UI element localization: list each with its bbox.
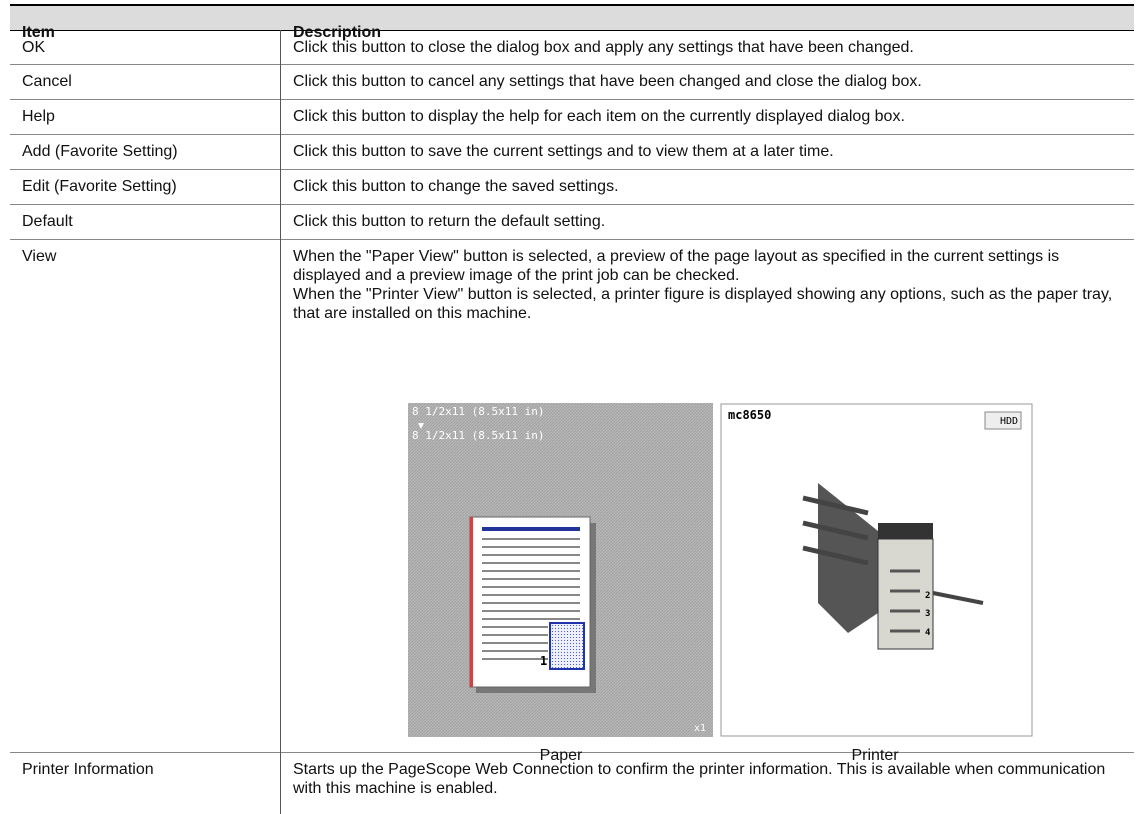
column-rule [280, 134, 281, 169]
item-cell: Edit (Favorite Setting) [22, 178, 177, 195]
column-rule [280, 99, 281, 134]
description-cell: Starts up the PageScope Web Connection t… [293, 761, 1106, 797]
item-cell: OK [22, 39, 46, 56]
paper-view: 8 1/2x11 (8.5x11 in) 8 1/2x11 (8.5x11 in… [408, 403, 713, 737]
caption-printer: Printer [851, 747, 899, 764]
row-rule [10, 204, 1134, 205]
row-rule [10, 752, 1134, 753]
header-item: Item [22, 24, 55, 41]
tray: 2 [925, 591, 930, 601]
row-rule [10, 134, 1134, 135]
item-cell: Printer Information [22, 761, 154, 778]
option-hdd: HDD [1000, 416, 1018, 427]
column-rule [280, 64, 281, 99]
header-bg [10, 5, 1134, 31]
description-cell: Click this button to display the help fo… [293, 108, 905, 125]
item-cell: Default [22, 213, 73, 230]
printer-view: mc8650 HDD 2 3 4 [720, 403, 1033, 737]
description-cell: Click this button to change the saved se… [293, 178, 619, 195]
description-cell: Click this button to save the current se… [293, 143, 834, 160]
column-rule [280, 30, 281, 64]
item-cell: Add (Favorite Setting) [22, 143, 178, 160]
header-rule [10, 30, 1134, 31]
printer-model: mc8650 [728, 408, 771, 422]
description-cell: Click this button to return the default … [293, 213, 606, 230]
row-rule [10, 64, 1134, 65]
original-size: 8 1/2x11 (8.5x11 in) [412, 405, 544, 418]
item-cell: Help [22, 108, 55, 125]
row-rule [10, 99, 1134, 100]
tray: 3 [925, 609, 930, 619]
column-rule [280, 204, 281, 239]
column-rule [280, 752, 281, 814]
row-rule [10, 169, 1134, 170]
item-cell: View [22, 248, 57, 265]
output-size: 8 1/2x11 (8.5x11 in) [412, 429, 544, 442]
caption-paper: Paper [539, 747, 583, 764]
tray: 4 [925, 628, 931, 638]
description-cell: Click this button to close the dialog bo… [293, 39, 914, 56]
column-rule [280, 169, 281, 204]
header-description: Description [293, 24, 382, 41]
item-cell: Cancel [22, 73, 72, 90]
description-cell: Click this button to cancel any settings… [293, 73, 922, 90]
description-cell: When the "Printer View" button is select… [293, 286, 1113, 322]
description-cell: When the "Paper View" button is selected… [293, 248, 1060, 284]
row-rule [10, 239, 1134, 240]
view-figures: 8 1/2x11 (8.5x11 in) 8 1/2x11 (8.5x11 in… [408, 403, 1033, 737]
column-rule [280, 239, 281, 752]
top-rule [10, 4, 1134, 6]
copies: x1 [694, 723, 706, 734]
page-number: 1 [540, 654, 547, 668]
